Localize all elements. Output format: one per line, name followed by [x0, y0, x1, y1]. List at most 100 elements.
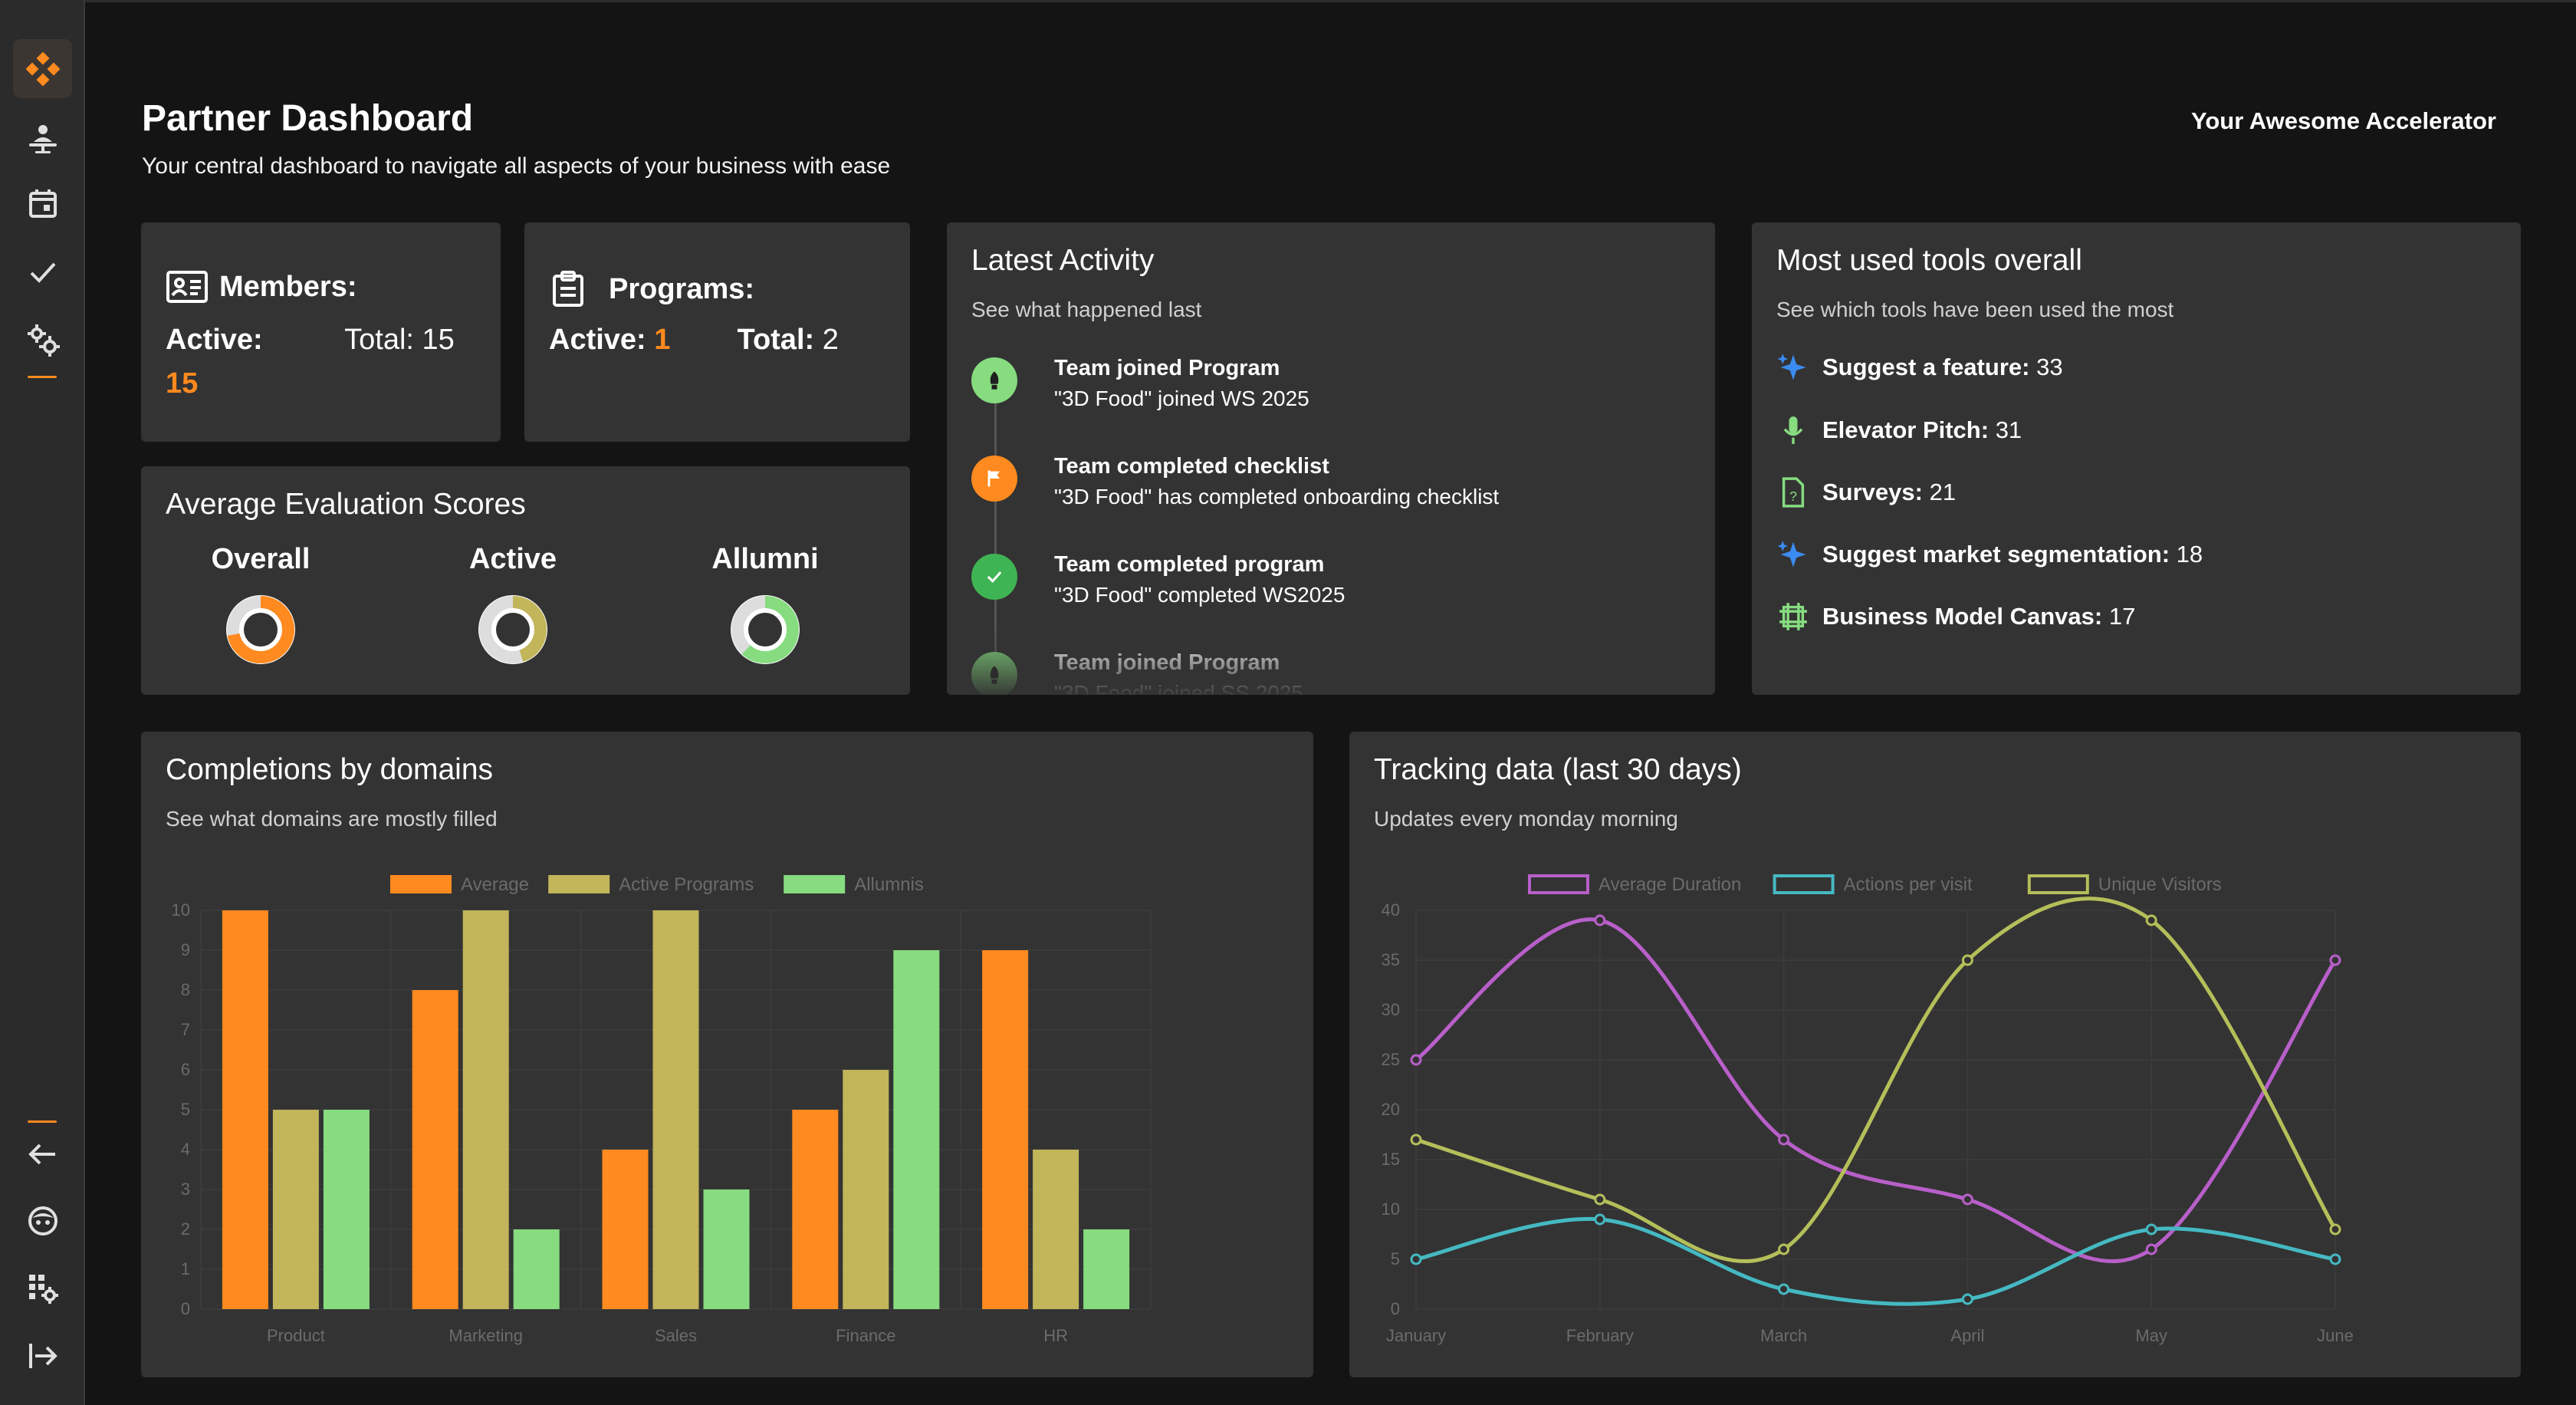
legend-item: Allumnis: [784, 874, 924, 895]
bar-hr-0: [982, 950, 1029, 1309]
tool-text: Business Model Canvas: 17: [1822, 603, 2135, 630]
legend-item: Unique Visitors: [2027, 874, 2222, 895]
series-point-0: [2329, 954, 2341, 966]
line-x-tick: February: [1566, 1326, 1634, 1345]
series-point-0: [1410, 1054, 1422, 1066]
donut-arc: [479, 596, 547, 663]
completions-bar-chart: 0 1 2 3 4 5 6 7 8 9 10 Product Marketing Sales Finance…: [172, 874, 1152, 1345]
bar-y-tick: 7: [181, 1020, 190, 1039]
microphone-icon: [1783, 416, 1803, 444]
line-x-tick: May: [2135, 1326, 2167, 1345]
tool-name: Suggest a feature:: [1822, 354, 2030, 380]
series-point-0: [1961, 1193, 1973, 1206]
tool-name: Elevator Pitch:: [1822, 416, 1990, 443]
tool-name: Business Model Canvas:: [1822, 603, 2103, 630]
tools-card: Most used tools overall See which tools …: [1752, 222, 2521, 695]
line-y-tick: 5: [1391, 1249, 1400, 1268]
sidebar-item-support[interactable]: [13, 1191, 72, 1250]
line-y-tick: 20: [1382, 1100, 1400, 1119]
bar-marketing-2: [513, 1229, 560, 1309]
bar-finance-2: [893, 950, 940, 1309]
bar-x-tick: Marketing: [449, 1326, 523, 1345]
bar-y-tick: 5: [181, 1100, 190, 1119]
sparkle-icon: [1777, 541, 1806, 568]
canvas-icon: [1779, 603, 1807, 630]
members-heading: Members:: [219, 270, 357, 303]
series-point-1: [1410, 1253, 1422, 1265]
tracking-card: Tracking data (last 30 days) Updates eve…: [1349, 732, 2521, 1377]
bar-y-tick: 4: [181, 1140, 190, 1159]
legend-swatch: [390, 875, 452, 893]
legend-swatch: [2027, 874, 2089, 894]
sidebar-item-settings[interactable]: [13, 310, 72, 369]
tool-count: 18: [2176, 541, 2203, 568]
legend-item: Average Duration: [1528, 874, 1741, 895]
tool-name: Suggest market segmentation:: [1822, 541, 2170, 568]
tool-text: Surveys: 21: [1822, 479, 1956, 506]
completions-subtitle: See what domains are mostly filled: [166, 807, 498, 831]
legend-label: Average: [461, 874, 529, 895]
activity-title: Latest Activity: [971, 244, 1155, 277]
tool-text: Elevator Pitch: 31: [1822, 416, 2022, 444]
bar-product-1: [272, 1110, 319, 1309]
sidebar-item-calendar[interactable]: [13, 173, 72, 232]
donut-hole: [244, 613, 278, 647]
sidebar-item-members[interactable]: [13, 109, 72, 168]
members-heading-row: Members:: [166, 270, 357, 304]
legend-item: Active Programs: [548, 874, 754, 895]
sidebar: [0, 0, 85, 1405]
members-active-value: 15: [166, 367, 199, 400]
calendar-icon: [28, 189, 57, 218]
bar-marketing-1: [462, 910, 509, 1309]
bar-x-tick: Product: [267, 1326, 325, 1345]
survey-icon: ?: [1782, 477, 1805, 508]
bar-sales-2: [703, 1189, 750, 1309]
tool-item: Elevator Pitch: 31: [1776, 413, 2022, 447]
accelerator-name: Your Awesome Accelerator: [2191, 107, 2496, 134]
activity-dot: [971, 357, 1017, 403]
sidebar-item-back[interactable]: [13, 1124, 72, 1183]
tool-text: Suggest market segmentation: 18: [1822, 541, 2203, 568]
sidebar-item-dashboard[interactable]: [13, 39, 72, 98]
line-y-tick: 40: [1382, 900, 1400, 920]
clipboard-icon: [553, 271, 583, 307]
evaluation-score-label: Overall: [211, 543, 310, 575]
programs-active-label: Active:: [549, 324, 646, 356]
evaluation-donut: [731, 595, 800, 664]
id-card-icon: [166, 271, 208, 303]
page-title: Partner Dashboard: [142, 98, 474, 139]
tool-name: Surveys:: [1822, 479, 1923, 505]
sidebar-item-tasks[interactable]: [13, 242, 72, 301]
activity-fade-overlay: [947, 626, 1715, 695]
series-line-2: [1415, 897, 2338, 1264]
flag-icon: [987, 470, 1000, 487]
sidebar-item-logout[interactable]: [13, 1326, 72, 1385]
programs-heading-row: Programs:: [549, 270, 754, 308]
logout-icon: [28, 1343, 58, 1368]
activity-title: Team completed program: [1054, 552, 1325, 577]
evaluation-score-overall: Overall: [184, 543, 337, 670]
bar-y-tick: 0: [181, 1299, 190, 1318]
series-point-2: [2329, 1223, 2341, 1236]
line-y-tick: 10: [1382, 1199, 1400, 1219]
series-point-1: [1961, 1293, 1973, 1305]
series-point-0: [2145, 1243, 2157, 1255]
top-border: [0, 0, 2576, 2]
bar-y-tick: 2: [181, 1219, 190, 1239]
line-y-tick: 15: [1382, 1150, 1400, 1169]
evaluation-donut: [478, 595, 547, 664]
check-icon: [987, 571, 1002, 584]
person-desk-icon: [28, 124, 57, 153]
line-y-tick: 30: [1382, 1000, 1400, 1019]
bar-product-2: [323, 1110, 370, 1309]
completions-title: Completions by domains: [166, 753, 494, 786]
bar-y-tick: 9: [181, 940, 190, 959]
tool-text: Suggest a feature: 33: [1822, 354, 2063, 381]
line-y-tick: 35: [1382, 950, 1400, 969]
legend-swatch: [1528, 874, 1589, 894]
tracking-subtitle: Updates every monday morning: [1374, 807, 1678, 831]
sidebar-item-organization-settings[interactable]: [13, 1259, 72, 1318]
members-total-label: Total:: [344, 324, 414, 356]
evaluation-donut: [226, 595, 295, 664]
